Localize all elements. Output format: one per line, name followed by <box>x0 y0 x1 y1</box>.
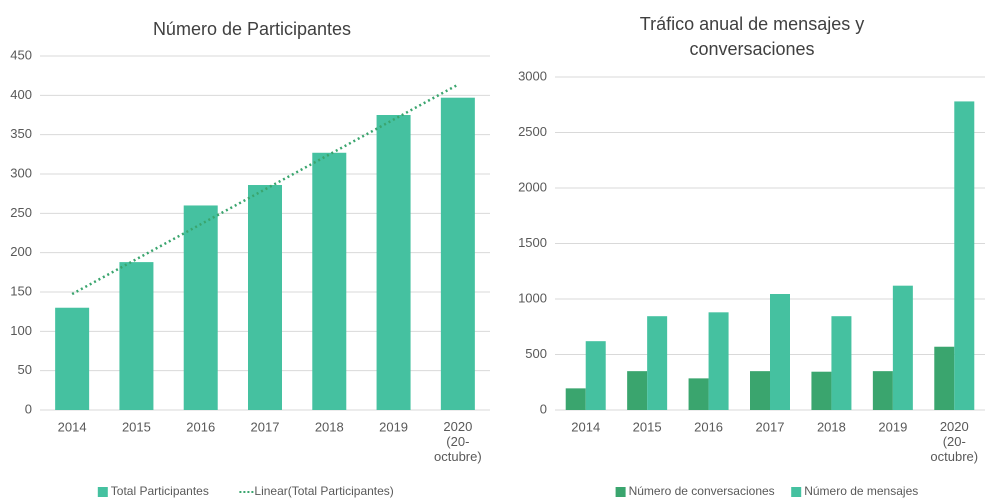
y-tick-label: 0 <box>25 401 32 416</box>
x-tick-label: 2014 <box>58 419 87 434</box>
legend-label: Total Participantes <box>111 484 209 498</box>
y-tick-label: 50 <box>18 362 32 377</box>
bar <box>440 97 475 411</box>
y-tick-label: 250 <box>10 205 32 220</box>
bar <box>708 312 729 410</box>
chart-title: Tráfico anual de mensajes y conversacione… <box>640 14 864 59</box>
bar <box>585 341 606 410</box>
x-tick-label: 2015 <box>122 419 151 434</box>
bar <box>811 371 832 410</box>
y-tick-label: 450 <box>10 47 32 62</box>
legend-label: Número de mensajes <box>804 484 918 498</box>
x-tick-label: 2018 <box>817 419 846 434</box>
y-tick-label: 150 <box>10 283 32 298</box>
legend-swatch <box>615 487 626 497</box>
bar <box>954 101 975 411</box>
x-tick-label: 2020 (20-octubre) <box>434 419 482 464</box>
bar <box>248 185 282 410</box>
x-tick-label: 2020 (20-octubre) <box>930 419 978 464</box>
y-tick-label: 2000 <box>518 179 547 194</box>
legend-swatch <box>791 487 802 497</box>
bar <box>750 371 770 410</box>
bar <box>892 285 913 410</box>
y-tick-label: 200 <box>10 244 32 259</box>
x-tick-label: 2019 <box>878 419 907 434</box>
y-tick-label: 0 <box>540 401 547 416</box>
x-tick-label: 2016 <box>186 419 215 434</box>
legend-label: Número de conversaciones <box>629 484 775 498</box>
y-tick-label: 2500 <box>518 124 547 139</box>
y-tick-label: 500 <box>525 346 547 361</box>
bar <box>688 378 709 410</box>
bar <box>376 115 411 410</box>
x-tick-label: 2017 <box>251 419 280 434</box>
bar <box>627 371 648 410</box>
y-tick-label: 100 <box>10 323 32 338</box>
y-tick-label: 3000 <box>518 68 547 83</box>
bar <box>565 388 586 410</box>
bar <box>119 262 154 410</box>
bar <box>312 152 347 410</box>
bar <box>934 346 955 410</box>
y-tick-label: 400 <box>10 87 32 102</box>
legend-label: Linear(Total Participantes) <box>254 484 393 498</box>
legend-swatch <box>97 487 108 497</box>
trendline <box>71 83 459 296</box>
x-tick-label: 2019 <box>379 419 408 434</box>
bar <box>55 307 90 410</box>
bar <box>770 294 790 410</box>
y-tick-label: 300 <box>10 165 32 180</box>
y-tick-label: 1000 <box>518 290 547 305</box>
x-tick-label: 2017 <box>756 419 785 434</box>
x-tick-label: 2018 <box>315 419 344 434</box>
x-tick-label: 2014 <box>571 419 600 434</box>
bar <box>872 371 893 410</box>
chart-title: Número de Participantes <box>153 19 351 39</box>
bar <box>647 316 668 410</box>
y-tick-label: 1500 <box>518 235 547 250</box>
y-tick-label: 350 <box>10 126 32 141</box>
bar <box>183 205 218 410</box>
bar <box>831 316 852 410</box>
x-tick-label: 2016 <box>694 419 723 434</box>
x-tick-label: 2015 <box>633 419 662 434</box>
